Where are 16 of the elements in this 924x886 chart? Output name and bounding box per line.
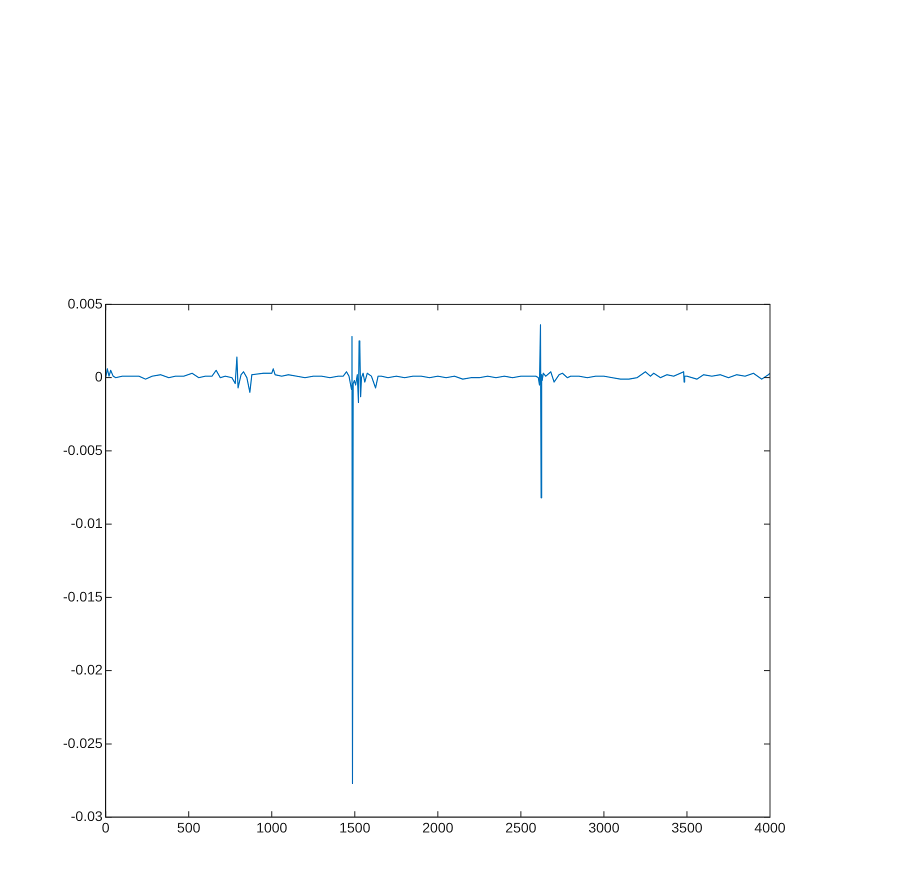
y-tick-label: -0.025	[62, 734, 103, 751]
x-tick-label: 3000	[588, 819, 620, 836]
y-tick-label: -0.015	[62, 588, 103, 604]
y-tick-label: -0.03	[70, 808, 103, 824]
x-tick-label: 2000	[422, 819, 454, 836]
y-tick-label: 0.005	[68, 295, 103, 312]
x-tick-label: 1500	[339, 819, 371, 836]
x-tick-label: 3500	[671, 819, 703, 836]
y-tick-label: -0.02	[70, 662, 103, 678]
x-tick-label: 2500	[505, 819, 537, 836]
y-tick-label: -0.005	[62, 442, 103, 458]
x-tick-label: 4000	[754, 819, 786, 836]
y-tick-label: 0	[94, 368, 103, 385]
x-tick-label: 500	[177, 819, 201, 836]
x-tick-label: 1000	[256, 819, 288, 836]
y-tick-label: -0.01	[70, 515, 103, 532]
